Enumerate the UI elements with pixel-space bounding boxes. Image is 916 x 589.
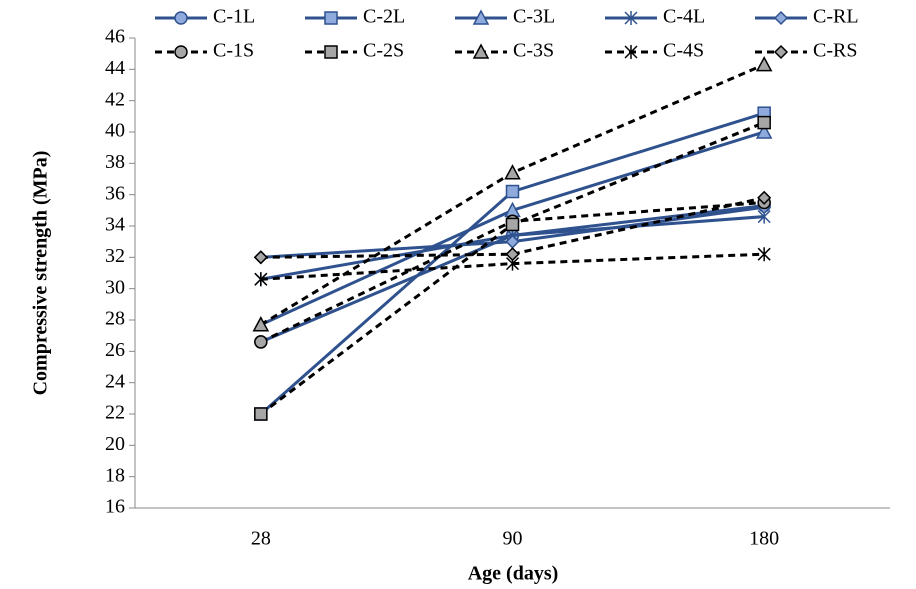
y-tick-label: 22 bbox=[105, 402, 125, 424]
marker bbox=[254, 335, 268, 349]
marker bbox=[324, 45, 338, 59]
marker bbox=[755, 123, 773, 139]
y-tick-label: 30 bbox=[105, 276, 125, 298]
legend-label: C-4S bbox=[663, 40, 704, 62]
marker bbox=[755, 56, 773, 72]
marker bbox=[624, 11, 638, 25]
y-tick-label: 46 bbox=[105, 26, 125, 48]
marker bbox=[174, 11, 188, 25]
marker bbox=[505, 217, 520, 232]
legend-label: C-4L bbox=[663, 6, 705, 28]
marker bbox=[254, 272, 268, 287]
marker bbox=[504, 164, 521, 180]
marker bbox=[757, 190, 772, 205]
marker bbox=[624, 45, 638, 59]
legend-label: C-1S bbox=[213, 40, 254, 62]
y-tick-label: 38 bbox=[105, 151, 125, 173]
y-tick-label: 26 bbox=[105, 339, 125, 361]
x-axis-title: Age (days) bbox=[468, 563, 559, 585]
legend-label: C-2L bbox=[363, 6, 405, 28]
marker bbox=[254, 407, 268, 421]
marker bbox=[324, 11, 338, 25]
x-tick-label: 180 bbox=[749, 528, 779, 550]
legend-label: C-RS bbox=[813, 40, 857, 62]
y-tick-label: 42 bbox=[105, 88, 125, 110]
x-tick-label: 90 bbox=[503, 528, 523, 550]
series-line bbox=[260, 196, 765, 259]
y-tick-label: 44 bbox=[105, 57, 125, 79]
marker bbox=[472, 43, 490, 59]
legend-label: C-1L bbox=[213, 6, 255, 28]
y-tick-label: 32 bbox=[105, 245, 125, 267]
legend-label: C-RL bbox=[813, 6, 859, 28]
y-tick-label: 28 bbox=[105, 308, 125, 330]
y-tick-label: 36 bbox=[105, 182, 125, 204]
marker bbox=[757, 115, 771, 130]
x-tick-label: 28 bbox=[251, 528, 271, 550]
marker bbox=[505, 184, 520, 199]
marker bbox=[505, 247, 520, 262]
y-tick-label: 16 bbox=[105, 496, 125, 518]
marker bbox=[773, 44, 789, 60]
y-tick-label: 20 bbox=[105, 433, 125, 455]
marker bbox=[253, 250, 268, 265]
legend-label: C-2S bbox=[363, 40, 404, 62]
marker bbox=[472, 9, 490, 25]
y-axis-title: Compressive strength (MPa) bbox=[30, 151, 52, 396]
y-tick-label: 18 bbox=[105, 464, 125, 486]
legend-label: C-3L bbox=[513, 6, 555, 28]
marker bbox=[174, 45, 188, 59]
marker bbox=[757, 247, 771, 262]
y-tick-label: 24 bbox=[105, 370, 125, 392]
marker bbox=[252, 316, 270, 332]
y-tick-label: 40 bbox=[105, 120, 125, 142]
legend-label: C-3S bbox=[513, 40, 554, 62]
marker bbox=[773, 10, 789, 26]
y-tick-label: 34 bbox=[105, 214, 125, 236]
